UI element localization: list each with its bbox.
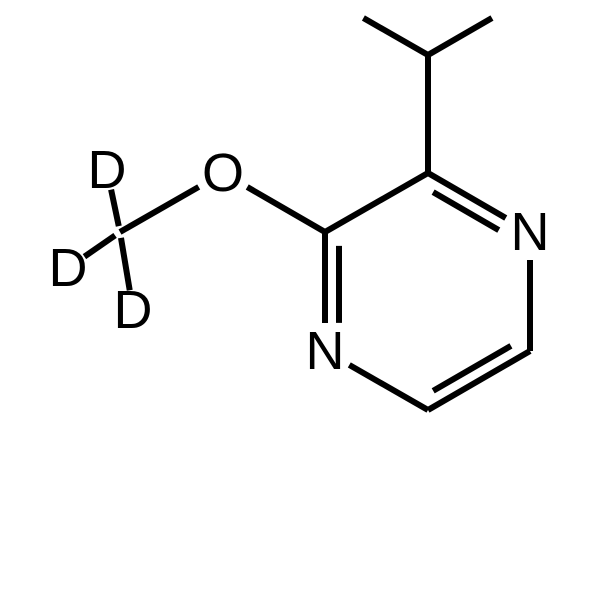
molecule-diagram: NNODDD (0, 0, 600, 600)
atom-label-O: O (202, 143, 244, 203)
atom-label-D_down: D (114, 280, 153, 340)
atom-label-D_left: D (49, 238, 88, 298)
atom-label-ring_right_N: N (511, 202, 550, 262)
atom-label-ring_left_N: N (306, 321, 345, 381)
atom-label-D_up: D (88, 140, 127, 200)
